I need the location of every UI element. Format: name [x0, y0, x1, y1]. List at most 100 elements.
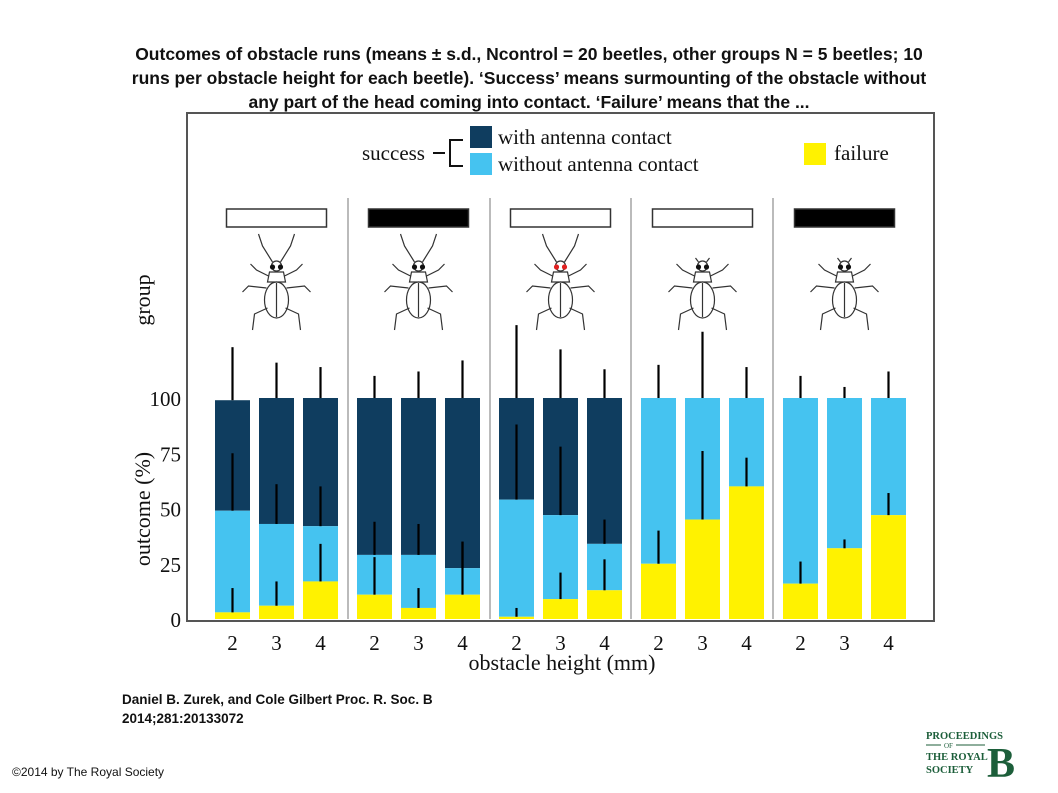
beetle-leg: [818, 263, 837, 277]
bar-segment-failure: [499, 616, 534, 619]
logo-line-2: OF: [944, 742, 953, 750]
bar-segment-failure: [357, 594, 392, 619]
title-line-3: any part of the head coming into contact…: [248, 92, 810, 112]
legend-label-failure: failure: [834, 141, 889, 165]
bar-segment-failure: [401, 607, 436, 619]
beetle-antenna: [541, 233, 558, 263]
copyright: ©2014 by The Royal Society: [12, 765, 165, 779]
beetle-leg: [284, 263, 303, 277]
beetle-leg: [526, 285, 551, 293]
bar-segment-failure: [827, 548, 862, 619]
beetle-leg: [534, 263, 553, 277]
group-marker-white: [225, 208, 328, 228]
beetle-eye: [837, 264, 844, 270]
y-tick-label: 0: [171, 608, 182, 632]
beetle-eye: [277, 264, 284, 270]
bar-segment-failure: [587, 590, 622, 619]
beetle-leg: [668, 285, 693, 293]
beetle-eye: [561, 264, 568, 270]
x-tick-label: 4: [883, 631, 894, 655]
x-tick-label: 2: [511, 631, 522, 655]
legend-swatch-without-antenna: [470, 153, 492, 175]
logo-line-1: PROCEEDINGS: [926, 731, 1003, 742]
bar-segment-failure: [871, 515, 906, 619]
beetle-eye: [695, 264, 702, 270]
beetle-leg: [285, 307, 302, 331]
bar-segment-failure: [641, 563, 676, 619]
beetle-leg: [852, 263, 871, 277]
beetle-icon: [668, 257, 737, 331]
x-tick-label: 2: [795, 631, 806, 655]
beetle-icon: [384, 233, 453, 331]
beetle-icon: [526, 233, 595, 331]
beetle-leg: [853, 307, 870, 331]
beetle-eye: [419, 264, 426, 270]
bar-segment-failure: [685, 519, 720, 619]
bar-segment-failure: [543, 599, 578, 619]
group-marker-black: [793, 208, 896, 228]
beetle-antenna-stub: [837, 257, 841, 263]
x-tick-label: 3: [413, 631, 424, 655]
bar-segment-failure: [445, 594, 480, 619]
x-tick-label: 4: [599, 631, 610, 655]
beetle-thorax: [834, 271, 855, 283]
legend-success-label: success: [362, 141, 425, 165]
bar-segment-failure: [783, 583, 818, 619]
beetle-leg: [286, 285, 311, 293]
legend-label-with-antenna: with antenna contact: [498, 125, 672, 149]
beetle-leg: [569, 307, 586, 331]
beetle-leg: [251, 307, 268, 331]
beetle-leg: [428, 285, 453, 293]
x-tick-label: 2: [227, 631, 238, 655]
beetle-leg: [570, 285, 595, 293]
x-tick-label: 3: [839, 631, 850, 655]
y-axis-label: outcome (%): [130, 452, 155, 566]
beetle-eye: [553, 264, 560, 270]
beetle-icon: [242, 233, 311, 331]
logo-line-3: THE ROYAL: [926, 752, 988, 763]
beetle-eye: [411, 264, 418, 270]
beetle-antenna: [279, 233, 296, 263]
beetle-leg: [854, 285, 879, 293]
group-marker-white: [509, 208, 612, 228]
beetle-leg: [568, 263, 587, 277]
x-tick-label: 4: [315, 631, 326, 655]
bar-segment-without-antenna: [827, 398, 862, 549]
bar-segment-without-antenna: [783, 398, 818, 584]
beetle-leg: [710, 263, 729, 277]
beetle-eye: [269, 264, 276, 270]
x-tick-label: 3: [697, 631, 708, 655]
x-axis-label: obstacle height (mm): [469, 650, 656, 675]
bar-segment-without-antenna: [499, 499, 534, 617]
beetle-thorax: [550, 271, 571, 283]
beetle-antenna-stub: [848, 257, 852, 263]
bar-segment-failure: [729, 486, 764, 619]
legend-label-without-antenna: without antenna contact: [498, 152, 699, 176]
beetle-leg: [384, 285, 409, 293]
title-line-2: runs per obstacle height for each beetle…: [131, 68, 927, 88]
beetle-leg: [810, 285, 835, 293]
beetle-thorax: [266, 271, 287, 283]
beetle-leg: [677, 307, 694, 331]
logo-letter-b: B: [987, 741, 1015, 780]
beetle-antenna: [399, 233, 416, 263]
y-tick-label: 75: [160, 442, 181, 466]
logo-line-4: SOCIETY: [926, 765, 974, 776]
beetle-icon: [810, 257, 879, 331]
beetle-leg: [535, 307, 552, 331]
x-tick-label: 2: [653, 631, 664, 655]
beetle-leg: [712, 285, 737, 293]
beetle-antenna-stub: [706, 257, 710, 263]
group-marker-white: [651, 208, 754, 228]
y-tick-label: 50: [160, 498, 181, 522]
legend-swatch-failure: [804, 143, 826, 165]
beetle-thorax: [692, 271, 713, 283]
beetle-antenna: [421, 233, 438, 263]
beetle-leg: [711, 307, 728, 331]
beetle-antenna: [257, 233, 274, 263]
beetle-leg: [427, 307, 444, 331]
figure-title: Outcomes of obstacle runs (means ± s.d.,…: [30, 42, 1028, 114]
x-tick-label: 4: [741, 631, 752, 655]
beetle-eye: [845, 264, 852, 270]
